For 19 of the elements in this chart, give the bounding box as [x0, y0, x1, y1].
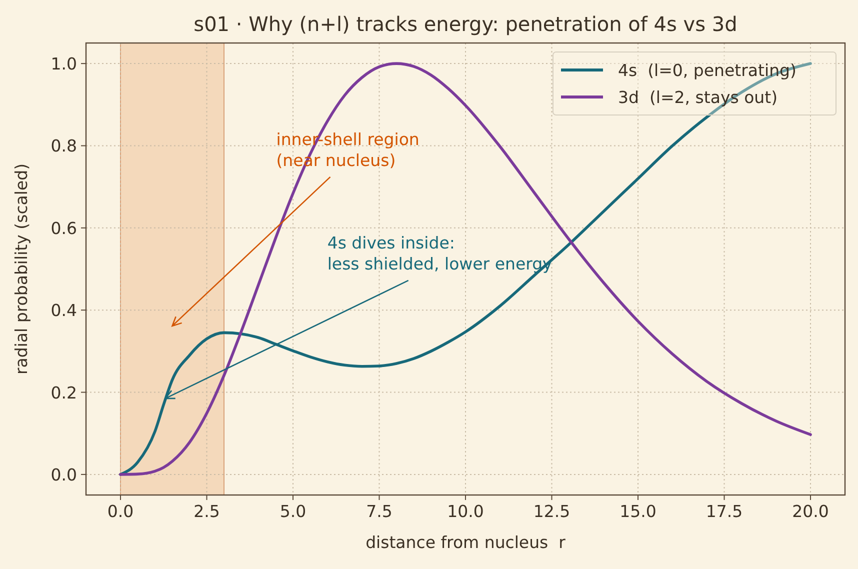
y-tick-label: 0.6: [50, 218, 77, 238]
y-axis-title: radial probability (scaled): [12, 163, 31, 375]
x-tick-label: 17.5: [706, 502, 743, 521]
x-axis-title: distance from nucleus r: [366, 533, 566, 552]
x-tick-label: 20.0: [792, 502, 829, 521]
x-tick-label: 12.5: [533, 502, 570, 521]
y-tick-label: 0.2: [50, 383, 77, 402]
y-tick-label: 0.4: [50, 301, 77, 320]
y-tick-label: 0.8: [50, 136, 77, 156]
x-tick-label: 2.5: [194, 502, 220, 521]
y-tick-label: 0.0: [50, 465, 77, 484]
x-tick-label: 10.0: [447, 502, 484, 521]
x-tick-label: 15.0: [620, 502, 656, 521]
x-tick-label: 7.5: [366, 502, 392, 521]
x-tick-label: 5.0: [280, 502, 306, 521]
line-series: [119, 62, 812, 476]
chart-title: s01 · Why (n+l) tracks energy: penetration of 4s vs 3d: [194, 12, 738, 36]
x-tick-label: 0.0: [107, 502, 134, 521]
y-tick-label: 1.0: [50, 54, 77, 74]
